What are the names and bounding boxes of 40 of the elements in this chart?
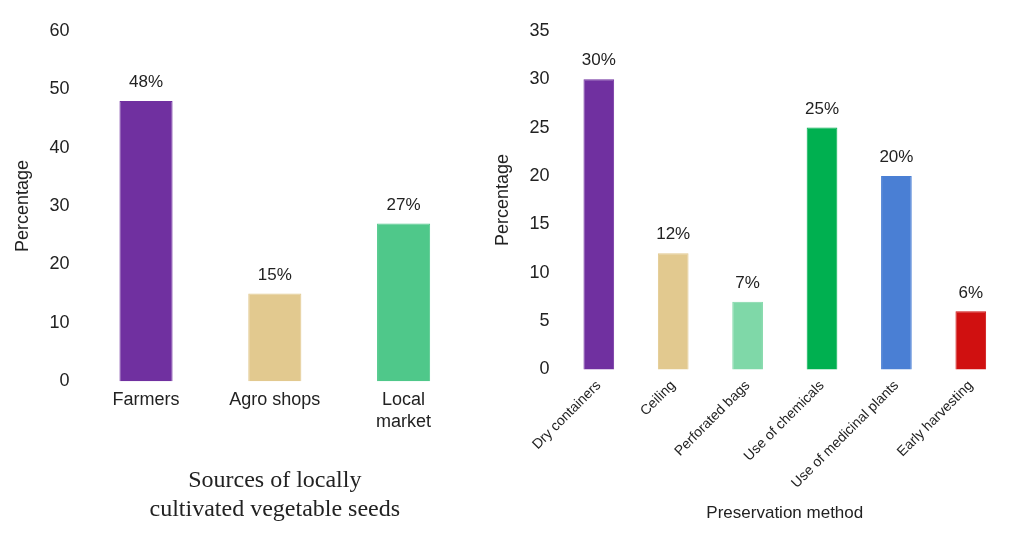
data-label: 20% <box>879 147 914 167</box>
y-tick-label: 35 <box>529 19 550 40</box>
y-tick-label: 30 <box>529 68 550 89</box>
y-tick-label: 50 <box>49 78 70 99</box>
data-label: 27% <box>386 194 421 214</box>
data-label: 25% <box>804 98 840 118</box>
y-tick-label: 5 <box>539 309 550 330</box>
data-label: 48% <box>129 72 164 92</box>
bar <box>583 79 615 370</box>
bar <box>119 100 173 382</box>
bar <box>657 253 689 370</box>
x-tick-label: Local market <box>376 388 432 431</box>
bar <box>732 301 763 370</box>
bar <box>881 175 912 370</box>
data-label: 6% <box>958 282 984 302</box>
data-label: 7% <box>735 272 760 292</box>
data-label: 15% <box>257 264 292 284</box>
y-tick-label: 10 <box>529 261 550 282</box>
bar <box>806 127 838 370</box>
y-tick-label: 20 <box>529 164 550 185</box>
data-label: 12% <box>656 224 691 244</box>
y-tick-label: 25 <box>529 116 550 137</box>
bar <box>248 293 302 382</box>
y-tick-label: 40 <box>49 136 70 157</box>
y-tick-label: 10 <box>49 311 70 332</box>
x-axis-title: Sources of locally cultivated vegetable seeds <box>149 466 401 521</box>
y-tick-label: 20 <box>49 253 70 274</box>
x-tick-label: Farmers <box>112 388 180 409</box>
bar <box>955 311 987 370</box>
y-axis-title: Percentage <box>491 154 512 247</box>
y-tick-label: 60 <box>49 19 70 40</box>
y-axis-title: Percentage <box>11 159 32 253</box>
y-tick-label: 0 <box>59 370 70 391</box>
y-tick-label: 15 <box>529 213 550 234</box>
y-tick-label: 30 <box>49 194 70 215</box>
x-tick-label: Agro shops <box>229 388 321 409</box>
x-axis-title: Preservation method <box>706 503 864 523</box>
y-tick-label: 0 <box>539 358 550 379</box>
data-label: 30% <box>581 50 616 70</box>
bar <box>377 223 431 382</box>
